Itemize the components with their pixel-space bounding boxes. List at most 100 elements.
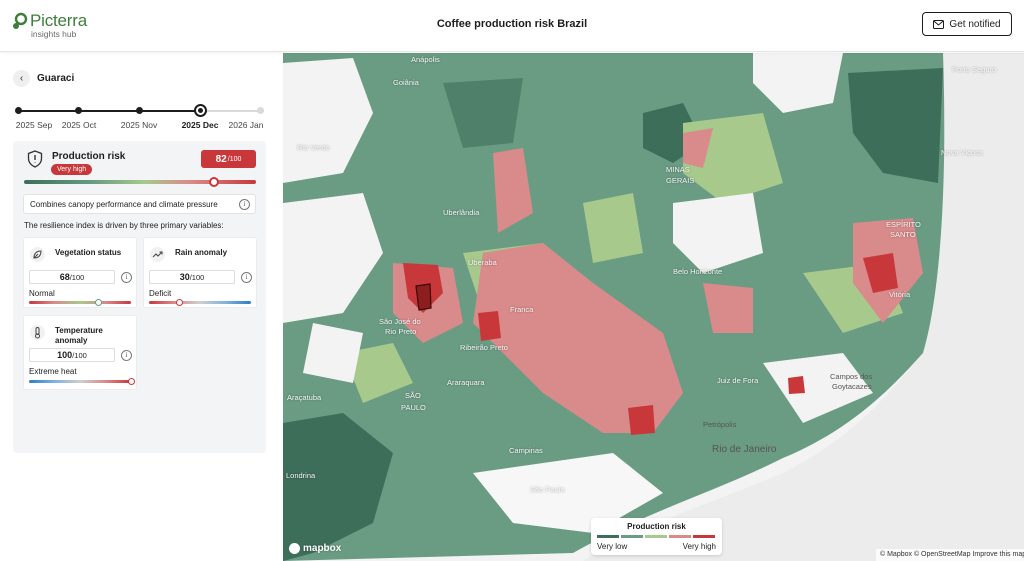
description-box: Combines canopy performance and climate … <box>23 194 256 214</box>
rain-anomaly-title: Rain anomaly <box>175 248 228 257</box>
timeline-label[interactable]: 2026 Jan <box>228 120 264 130</box>
mapbox-logo[interactable]: mapbox <box>289 543 341 554</box>
shield-icon <box>27 150 43 168</box>
region-high <box>473 243 683 433</box>
mapbox-wordmark: mapbox <box>303 543 342 554</box>
rain-max: /100 <box>189 272 205 282</box>
map-label-gerais: GERAIS <box>666 176 695 185</box>
rain-value: 30 <box>179 272 190 282</box>
region-very-low <box>443 78 523 148</box>
legend-low-label: Very low <box>597 542 628 551</box>
map-label-campos: Campos dos <box>830 372 873 381</box>
info-icon[interactable]: i <box>121 350 132 361</box>
rain-scale-bar <box>149 301 251 304</box>
timeline-step-2025-dec[interactable] <box>194 104 207 117</box>
logo-subtitle: insights hub <box>31 29 77 39</box>
no-data-area <box>283 58 373 183</box>
timeline-label[interactable]: 2025 Nov <box>120 120 158 130</box>
month-timeline: 2025 Sep 2025 Oct 2025 Nov 2025 Dec 2026… <box>15 104 264 135</box>
timeline-step-2025-oct[interactable] <box>75 107 82 114</box>
no-data-area <box>473 453 663 533</box>
vegetation-status-title: Vegetation status <box>55 248 122 257</box>
region-medium <box>343 343 413 403</box>
vegetation-status-value: 68/100 <box>29 270 115 284</box>
timeline-step-2026-jan[interactable] <box>257 107 264 114</box>
legend-swatch <box>669 535 691 538</box>
no-data-area <box>303 323 363 383</box>
map-label-uberlandia: Uberlândia <box>443 208 480 217</box>
vegetation-state: Normal <box>29 289 55 298</box>
timeline-track-future <box>200 110 264 112</box>
map-label-goytacazes: Goytacazes <box>832 382 872 391</box>
timeline-step-2025-nov[interactable] <box>136 107 143 114</box>
map-label-porto-seguro: Porto Seguro <box>952 65 997 74</box>
vegetation-status-card: Vegetation status 68/100 i Normal <box>23 237 137 308</box>
back-button[interactable]: ‹ <box>13 70 30 87</box>
info-icon[interactable]: i <box>239 199 250 210</box>
region-very-high <box>628 405 655 435</box>
vegetation-scale-bar <box>29 301 131 304</box>
legend-high-label: Very high <box>682 542 716 551</box>
logo-wordmark: Picterra <box>30 11 87 30</box>
map-label-belo-horizonte: Belo Horizonte <box>673 267 723 276</box>
info-icon[interactable]: i <box>241 272 252 283</box>
region-very-low <box>283 413 393 561</box>
no-data-area <box>763 353 873 423</box>
selected-municipality[interactable] <box>415 283 432 311</box>
production-risk-title: Production risk <box>52 151 126 162</box>
map-label-aracatuba: Araçatuba <box>287 393 322 402</box>
chevron-left-icon: ‹ <box>19 73 24 84</box>
trend-up-icon <box>150 247 165 262</box>
ocean-area <box>583 53 1024 561</box>
timeline-label[interactable]: 2025 Oct <box>61 120 97 130</box>
map-label-uberaba: Uberaba <box>468 258 497 267</box>
map-label-sao-jose: São José do <box>379 317 421 326</box>
map-label-santo: SANTO <box>890 230 916 239</box>
temperature-scale-bar <box>29 380 131 383</box>
page-title: Coffee production risk Brazil <box>436 18 588 30</box>
timeline-step-2025-sep[interactable] <box>15 107 22 114</box>
no-data-area <box>673 193 763 273</box>
vegetation-value: 68 <box>59 272 70 282</box>
rain-anomaly-value: 30/100 <box>149 270 235 284</box>
legend-swatch <box>597 535 619 538</box>
temperature-marker <box>127 378 135 385</box>
risk-score-max: /100 <box>227 155 242 163</box>
map-label-campinas: Campinas <box>509 446 543 455</box>
get-notified-label: Get notified <box>949 18 1001 30</box>
get-notified-button[interactable]: Get notified <box>922 12 1012 36</box>
map-label-espirito: ESPÍRITO <box>886 220 921 229</box>
timeline-label-active[interactable]: 2025 Dec <box>181 120 219 130</box>
map-label-goiania: Goiânia <box>393 78 419 87</box>
info-icon[interactable]: i <box>121 272 132 283</box>
leaf-icon <box>30 247 45 262</box>
map-label-rio-preto: Rio Preto <box>385 327 417 336</box>
map-label-paulo: PAULO <box>401 403 426 412</box>
temperature-anomaly-value: 100/100 <box>29 348 115 362</box>
map-label-sao-paulo: São Paulo <box>530 485 565 494</box>
temperature-state: Extreme heat <box>29 367 77 376</box>
description-text: Combines canopy performance and climate … <box>30 200 218 209</box>
region-very-high <box>478 311 501 341</box>
risk-panel: Production risk Very high 82/100 Combine… <box>13 141 266 453</box>
region-high <box>493 148 533 233</box>
map-label-vitoria: Vitória <box>889 290 911 299</box>
region-high <box>703 283 753 333</box>
sidebar: ‹ Guaraci 2025 Sep 2025 Oct 2025 Nov 202… <box>0 53 283 561</box>
risk-score-badge: 82/100 <box>201 150 256 168</box>
rain-marker <box>176 299 184 306</box>
map-label-minas: MINAS <box>666 165 690 174</box>
risk-map[interactable]: Anápolis Goiânia Rio Verde Uberlândia Ub… <box>283 53 1024 561</box>
choropleth-layer[interactable] <box>283 53 1024 561</box>
map-label-ribeirao: Ribeirão Preto <box>460 343 508 352</box>
risk-gradient-bar <box>24 180 256 184</box>
map-attribution[interactable]: © Mapbox © OpenStreetMap Improve this ma… <box>876 549 1024 561</box>
map-label-rio: Rio de Janeiro <box>712 444 777 455</box>
picterra-logo-icon <box>13 12 28 29</box>
timeline-label[interactable]: 2025 Sep <box>15 120 53 130</box>
region-high <box>683 128 713 168</box>
map-label-franca: Franca <box>510 305 534 314</box>
picterra-logo[interactable]: Picterra insights hub <box>11 10 91 40</box>
risk-level-badge: Very high <box>51 164 93 175</box>
vegetation-max: /100 <box>69 272 85 282</box>
